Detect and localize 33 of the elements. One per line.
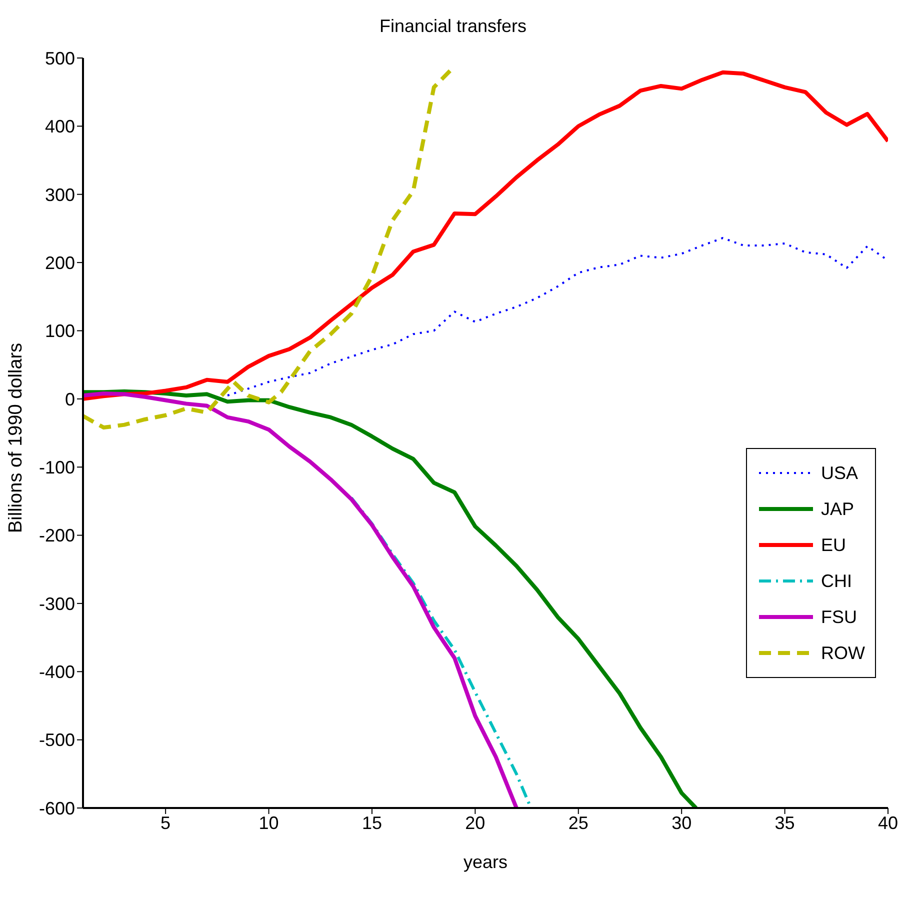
- y-tick-label: 400: [44, 116, 75, 137]
- y-tick-label: -200: [38, 526, 75, 546]
- x-tick-label: 30: [672, 812, 692, 833]
- x-tick-label: 25: [568, 812, 588, 833]
- legend-label: FSU: [821, 606, 857, 628]
- legend-label: JAP: [821, 498, 854, 520]
- x-tick-label: 10: [258, 812, 279, 833]
- legend-label: CHI: [821, 570, 852, 592]
- y-tick-label: -400: [38, 662, 75, 682]
- legend-label: ROW: [821, 642, 865, 664]
- y-tick-label: 200: [44, 252, 75, 273]
- y-tick-label: 0: [64, 389, 75, 410]
- y-tick-label: -500: [38, 730, 75, 750]
- line-series: [83, 389, 698, 808]
- x-tick-label: 35: [774, 812, 795, 833]
- y-tick-label: -300: [38, 594, 75, 614]
- legend-label: EU: [821, 534, 846, 556]
- x-tick-label: 40: [878, 812, 898, 833]
- x-tick-label: 5: [160, 812, 171, 833]
- chart-title: Financial transfers: [378, 16, 528, 37]
- y-tick-label: 100: [44, 321, 75, 342]
- y-tick-label: -100: [38, 457, 75, 478]
- y-axis-title: Billions of 1990 dollars: [6, 342, 27, 533]
- y-tick-label: 300: [44, 184, 75, 205]
- legend-label: USA: [821, 462, 858, 484]
- line-series: [83, 391, 518, 808]
- y-tick-label: -600: [38, 798, 75, 818]
- x-axis-title: years: [463, 852, 508, 872]
- x-tick-label: 20: [465, 812, 486, 833]
- y-tick-label: 500: [44, 48, 75, 68]
- line-series: [83, 70, 888, 401]
- x-tick-label: 15: [362, 812, 382, 833]
- line-series: [226, 237, 888, 396]
